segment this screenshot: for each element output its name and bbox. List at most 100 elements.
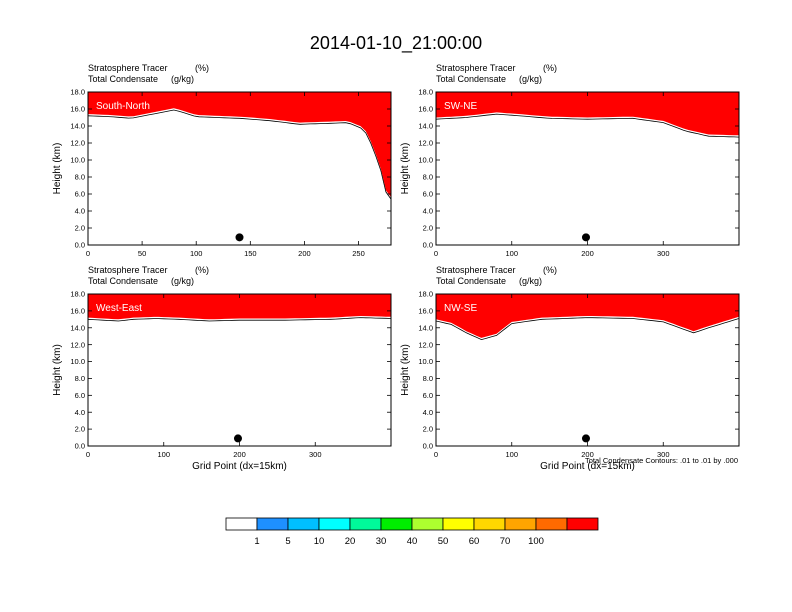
y-tick-label: 14.0 bbox=[70, 122, 85, 131]
y-tick-label: 6.0 bbox=[75, 190, 85, 199]
y-tick-label: 16.0 bbox=[70, 105, 85, 114]
y-tick-label: 16.0 bbox=[418, 105, 433, 114]
colorbar-label: 10 bbox=[314, 536, 325, 547]
panel-label: West-East bbox=[96, 303, 142, 314]
subtitle-tracer-unit: (%) bbox=[543, 265, 557, 275]
colorbar-label: 60 bbox=[469, 536, 480, 547]
subtitle-tracer-unit: (%) bbox=[195, 63, 209, 73]
tracer-field bbox=[88, 92, 391, 200]
colorbar-box-3 bbox=[318, 517, 351, 531]
x-tick-label: 0 bbox=[434, 450, 438, 459]
y-tick-label: 18.0 bbox=[418, 290, 433, 299]
tracer-field bbox=[436, 92, 739, 138]
location-marker bbox=[581, 233, 590, 242]
condensate-contour bbox=[436, 113, 739, 138]
chart-panel-sw-ne: SW-NE Stratosphere Tracer (%) Total Condens… bbox=[400, 63, 740, 258]
colorbar: 1 5 10 20 30 40 50 60 70 100 bbox=[225, 517, 599, 547]
y-tick-label: 0.0 bbox=[75, 241, 85, 250]
colorbar-label: 70 bbox=[500, 536, 511, 547]
location-marker bbox=[233, 434, 242, 443]
subtitle-tracer: Stratosphere Tracer bbox=[88, 63, 168, 73]
x-tick-label: 250 bbox=[352, 249, 365, 258]
x-tick-label: 50 bbox=[138, 249, 146, 258]
colorbar-boxes bbox=[225, 517, 599, 531]
colorbar-label: 20 bbox=[345, 536, 356, 547]
location-marker bbox=[581, 434, 590, 443]
x-tick-label: 200 bbox=[581, 450, 594, 459]
y-tick-label: 6.0 bbox=[423, 190, 433, 199]
subtitle-tracer-unit: (%) bbox=[543, 63, 557, 73]
x-axis-label: Grid Point (dx=15km) bbox=[540, 461, 635, 472]
y-tick-label: 6.0 bbox=[75, 391, 85, 400]
colorbar-box-6 bbox=[411, 517, 444, 531]
x-tick-label: 300 bbox=[657, 249, 670, 258]
y-tick-label: 0.0 bbox=[423, 241, 433, 250]
colorbar-box-11 bbox=[566, 517, 599, 531]
tracer-band-11 bbox=[436, 92, 739, 136]
y-tick-label: 4.0 bbox=[423, 207, 433, 216]
y-tick-label: 10.0 bbox=[70, 357, 85, 366]
y-tick-label: 12.0 bbox=[418, 340, 433, 349]
x-tick-label: 100 bbox=[505, 450, 518, 459]
subtitle-condensate: Total Condensate bbox=[436, 276, 506, 286]
y-tick-label: 2.0 bbox=[75, 425, 85, 434]
tracer-band-11 bbox=[436, 294, 739, 338]
x-tick-label: 100 bbox=[157, 450, 170, 459]
subtitle-tracer-unit: (%) bbox=[195, 265, 209, 275]
y-axis-label: Height (km) bbox=[52, 143, 63, 195]
x-axis-label: Grid Point (dx=15km) bbox=[192, 461, 287, 472]
condensate-contour bbox=[436, 317, 739, 341]
y-tick-label: 2.0 bbox=[423, 224, 433, 233]
chart-panel-south-north: South-North Stratosphere Tracer (%) Total C… bbox=[52, 63, 392, 258]
x-tick-label: 300 bbox=[657, 450, 670, 459]
y-tick-label: 0.0 bbox=[75, 442, 85, 451]
y-tick-label: 10.0 bbox=[70, 156, 85, 165]
tracer-band-11 bbox=[88, 92, 391, 198]
y-axis-label: Height (km) bbox=[400, 143, 411, 195]
panels: South-North Stratosphere Tracer (%) Total C… bbox=[52, 63, 740, 472]
y-axis-label: Height (km) bbox=[52, 344, 63, 396]
y-axis-label: Height (km) bbox=[400, 344, 411, 396]
subtitle-condensate: Total Condensate bbox=[436, 74, 506, 84]
colorbar-label: 1 bbox=[254, 536, 259, 547]
subtitle-condensate-unit: (g/kg) bbox=[519, 276, 542, 286]
y-tick-label: 18.0 bbox=[70, 290, 85, 299]
condensate-contour bbox=[88, 317, 391, 322]
y-tick-label: 6.0 bbox=[423, 391, 433, 400]
tracer-band-11 bbox=[88, 294, 391, 320]
colorbar-label: 5 bbox=[285, 536, 290, 547]
panel-label: SW-NE bbox=[444, 101, 477, 112]
y-tick-label: 8.0 bbox=[75, 173, 85, 182]
subtitle-condensate-unit: (g/kg) bbox=[171, 74, 194, 84]
y-tick-label: 8.0 bbox=[423, 173, 433, 182]
colorbar-label: 100 bbox=[528, 536, 544, 547]
y-tick-label: 18.0 bbox=[70, 88, 85, 97]
y-tick-label: 4.0 bbox=[75, 408, 85, 417]
colorbar-label: 40 bbox=[407, 536, 418, 547]
x-tick-label: 150 bbox=[244, 249, 257, 258]
x-tick-label: 0 bbox=[86, 249, 90, 258]
figure-title: 2014-01-10_21:00:00 bbox=[310, 33, 482, 54]
colorbar-box-4 bbox=[349, 517, 382, 531]
contour-footnote: Total Condensate Contours: .01 to .01 by… bbox=[585, 456, 738, 465]
subtitle-condensate-unit: (g/kg) bbox=[519, 74, 542, 84]
chart-panel-west-east: West-East Stratosphere Tracer (%) Total Con… bbox=[52, 265, 392, 472]
y-tick-label: 14.0 bbox=[70, 323, 85, 332]
condensate-contour bbox=[88, 109, 391, 200]
y-tick-label: 10.0 bbox=[418, 357, 433, 366]
y-tick-label: 2.0 bbox=[75, 224, 85, 233]
y-tick-label: 4.0 bbox=[423, 408, 433, 417]
colorbar-box-7 bbox=[442, 517, 475, 531]
colorbar-labels: 1 5 10 20 30 40 50 60 70 100 bbox=[254, 536, 544, 547]
subtitle-tracer: Stratosphere Tracer bbox=[436, 265, 516, 275]
colorbar-box-10 bbox=[535, 517, 568, 531]
panel-label: NW-SE bbox=[444, 303, 477, 314]
y-tick-label: 14.0 bbox=[418, 122, 433, 131]
y-tick-label: 18.0 bbox=[418, 88, 433, 97]
colorbar-box-0 bbox=[225, 517, 258, 531]
y-tick-label: 8.0 bbox=[75, 374, 85, 383]
x-tick-label: 200 bbox=[298, 249, 311, 258]
x-tick-label: 0 bbox=[86, 450, 90, 459]
plot-frame bbox=[87, 91, 392, 246]
